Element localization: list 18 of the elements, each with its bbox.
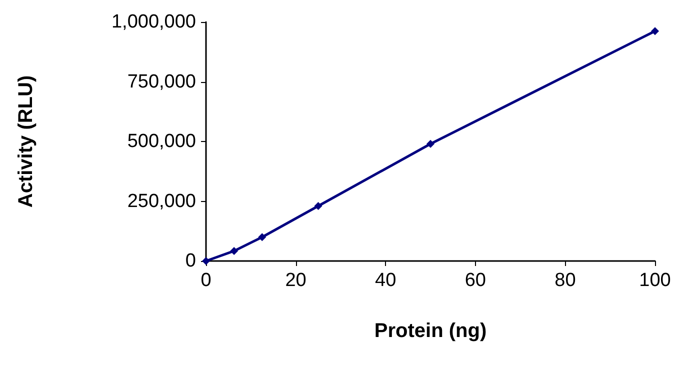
point (426, 140, 434, 148)
point (651, 27, 659, 36)
y-axis-title: Activity (RLU) (15, 75, 37, 208)
x-tick-label: 20 (285, 270, 306, 291)
y-tick-label: 1,000,000 (111, 12, 196, 32)
x-tick-label: 60 (464, 270, 486, 291)
point (258, 233, 266, 242)
x-tick-label: 100 (639, 270, 671, 291)
x-tick-label: 0 (200, 270, 212, 291)
x-tick-label: 80 (554, 270, 576, 291)
x-tick-label: 40 (375, 270, 396, 291)
point (314, 202, 322, 210)
x-axis-title: Protein (ng) (374, 320, 487, 342)
y-tick-label: 500,000 (127, 131, 196, 152)
point (230, 246, 238, 255)
y-tick-label: 0 (185, 250, 196, 272)
y-tick-label: 250,000 (127, 190, 196, 212)
y-tick-label: 750,000 (127, 71, 196, 92)
